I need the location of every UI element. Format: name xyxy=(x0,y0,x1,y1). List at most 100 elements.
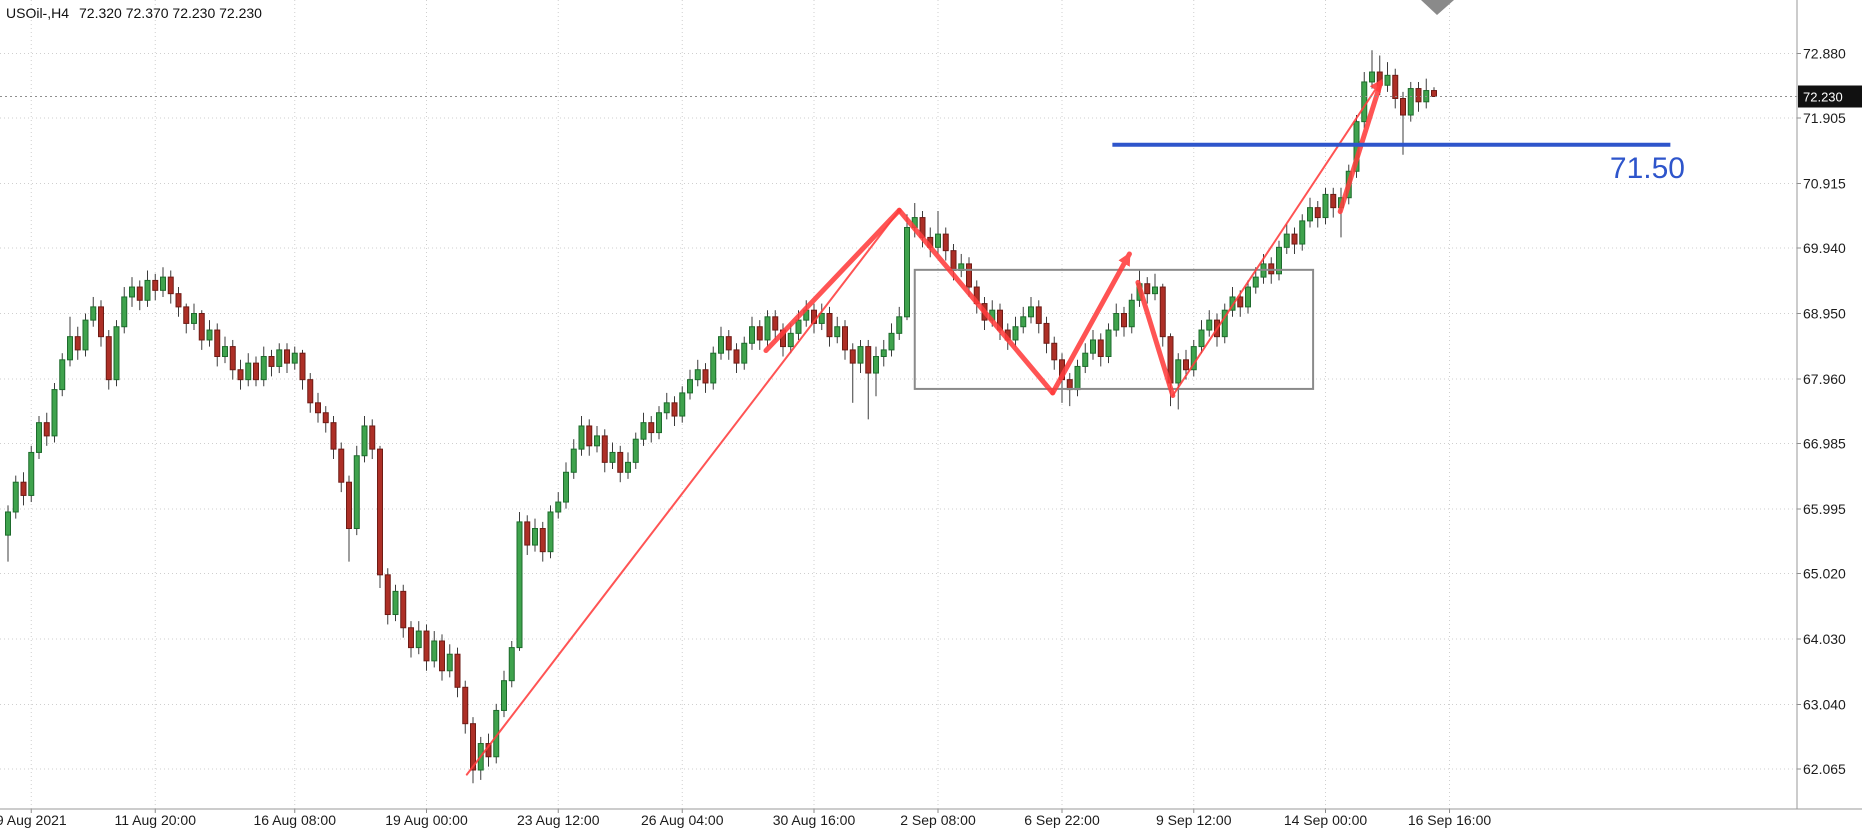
candle-body xyxy=(299,352,306,381)
candle-body xyxy=(547,511,554,553)
candle-body xyxy=(966,263,972,288)
candle-body xyxy=(384,574,391,616)
candle-body xyxy=(415,630,422,649)
candle-body xyxy=(1035,306,1042,324)
zigzag-segment[interactable] xyxy=(1337,80,1384,215)
candle-body xyxy=(1407,88,1414,116)
candle-body xyxy=(795,319,802,334)
candle-body xyxy=(1330,193,1337,209)
candle-body xyxy=(51,389,58,437)
candle-body xyxy=(950,250,957,271)
candle-body xyxy=(1384,74,1391,86)
candle-body xyxy=(1043,322,1050,344)
candle-body xyxy=(849,349,856,364)
candle-body xyxy=(198,313,205,341)
candle-body xyxy=(377,448,383,576)
candle-body xyxy=(129,286,135,298)
candle-body xyxy=(74,336,81,351)
candle-body xyxy=(1105,329,1112,358)
candle-body xyxy=(687,379,693,394)
zigzag-segment[interactable] xyxy=(1135,279,1176,399)
candle-body xyxy=(408,627,414,649)
price-axis-label: 68.950 xyxy=(1803,306,1846,322)
candle-body xyxy=(1307,207,1313,222)
candle-body xyxy=(888,332,895,351)
candle-body xyxy=(880,349,887,358)
candle-body xyxy=(191,313,197,324)
candle-body xyxy=(702,369,709,384)
candle-body xyxy=(214,329,221,358)
zigzag-segment[interactable] xyxy=(465,209,901,776)
price-axis-label: 62.065 xyxy=(1803,761,1846,777)
candle-body xyxy=(136,286,143,301)
candle-body xyxy=(578,425,585,450)
candle-body xyxy=(253,362,259,381)
candle-body xyxy=(1322,193,1329,219)
price-axis-label: 70.915 xyxy=(1803,176,1846,192)
zigzag-segment[interactable] xyxy=(1171,78,1383,397)
candle-body xyxy=(1361,81,1368,123)
time-axis-label: 9 Sep 12:00 xyxy=(1156,812,1232,828)
current-price-label: 72.230 xyxy=(1803,90,1843,105)
zigzag-segment[interactable] xyxy=(896,207,1056,396)
candle-body xyxy=(741,342,748,364)
time-axis[interactable]: 9 Aug 2021 11 Aug 20:00 16 Aug 08:00 19 Aug… xyxy=(0,809,1491,828)
time-axis-label: 19 Aug 00:00 xyxy=(385,812,468,828)
candle-body xyxy=(1097,339,1104,358)
candle-body xyxy=(36,422,42,453)
candle-body xyxy=(935,233,941,248)
candle-body xyxy=(632,438,639,463)
candle-body xyxy=(1190,346,1197,371)
price-axis-label: 64.030 xyxy=(1803,631,1846,647)
time-axis-label: 16 Aug 08:00 xyxy=(253,812,336,828)
time-axis-label: 11 Aug 20:00 xyxy=(115,812,197,828)
candle-body xyxy=(1028,306,1034,318)
candle-body xyxy=(1206,319,1213,331)
candle-body xyxy=(28,451,35,496)
candle-body xyxy=(865,346,872,374)
resistance-price-label: 71.50 xyxy=(1610,152,1685,185)
candle-body xyxy=(361,425,368,457)
candle-body xyxy=(1400,97,1406,116)
candle-body xyxy=(648,422,655,434)
candle-body xyxy=(508,647,515,682)
candle-body xyxy=(268,356,275,367)
price-axis[interactable]: 72.880 71.905 70.915 69.940 68.950 67.960 66.9… xyxy=(1797,46,1846,778)
candle-body xyxy=(338,448,345,483)
candle-body xyxy=(710,352,717,384)
consolidation-box[interactable] xyxy=(913,268,1315,390)
candle-body xyxy=(826,313,833,338)
time-axis-label: 30 Aug 16:00 xyxy=(773,812,856,828)
candle-body xyxy=(694,369,701,381)
triangle-marker[interactable] xyxy=(1421,0,1454,15)
candle-body xyxy=(152,279,159,291)
candle-body xyxy=(276,349,283,367)
candle-body xyxy=(563,471,569,503)
candle-body xyxy=(1291,233,1298,245)
candle-body xyxy=(679,392,686,417)
time-axis-label: 26 Aug 04:00 xyxy=(641,812,724,828)
candle-body xyxy=(98,306,104,338)
grid-lines xyxy=(0,0,1797,809)
candle-body xyxy=(1415,88,1422,103)
candle-body xyxy=(20,481,27,496)
zigzag-annotation xyxy=(465,78,1384,776)
candle-body xyxy=(671,402,678,417)
candle-body xyxy=(167,276,174,295)
candle-body xyxy=(1229,296,1236,311)
zigzag-segment[interactable] xyxy=(763,207,902,354)
ohlc-readout: USOil-,H4 72.320 72.370 72.230 72.230 xyxy=(6,5,262,21)
candle-body xyxy=(873,356,879,374)
candle-body xyxy=(175,293,182,308)
candle-body xyxy=(1128,299,1135,328)
candle-body xyxy=(749,326,755,344)
zigzag-segment[interactable] xyxy=(1050,251,1132,396)
time-axis-label: 6 Sep 22:00 xyxy=(1024,812,1100,828)
candle-body xyxy=(904,226,910,318)
candle-body xyxy=(640,422,647,440)
candle-body xyxy=(1090,339,1096,354)
candle-body xyxy=(601,435,608,463)
candle-body xyxy=(1431,90,1437,98)
candle-body xyxy=(586,425,593,447)
